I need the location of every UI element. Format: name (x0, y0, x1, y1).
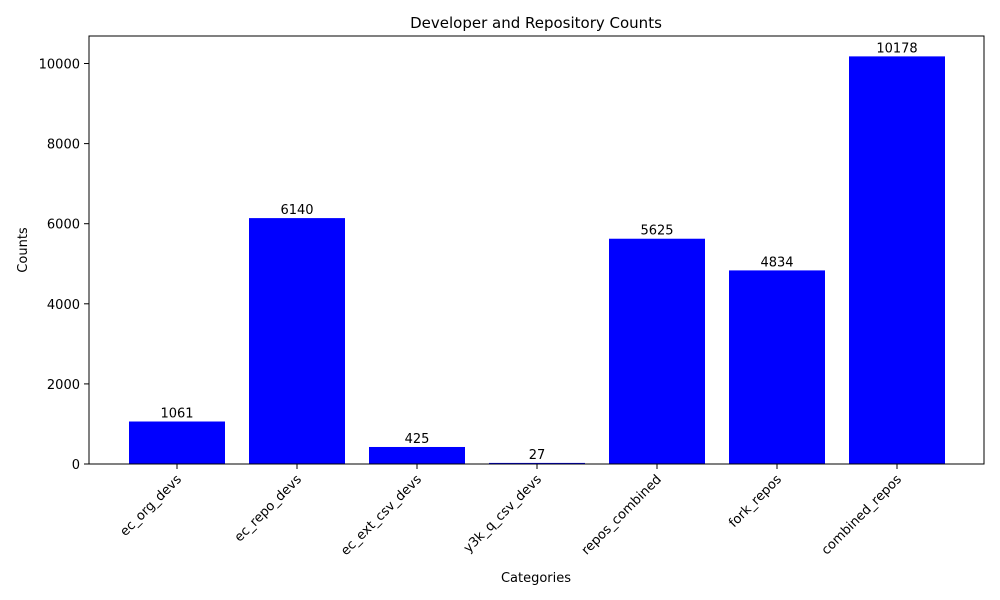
bar-value-label: 6140 (280, 203, 313, 218)
bar (489, 462, 585, 464)
chart-title: Developer and Repository Counts (410, 14, 662, 32)
x-tick-label: repos_combined (579, 472, 665, 558)
bar-value-label: 5625 (640, 224, 673, 239)
y-tick-label: 0 (72, 458, 80, 473)
y-tick-label: 4000 (47, 298, 80, 313)
bar (249, 218, 345, 464)
x-tick-label: y3k_q_csv_devs (461, 472, 545, 556)
bar-value-label: 425 (405, 432, 430, 447)
bar-value-label: 1061 (160, 407, 193, 422)
bar-value-label: 4834 (760, 255, 793, 270)
x-tick-label: ec_repo_devs (232, 472, 305, 545)
bar (729, 270, 825, 464)
x-tick-label: ec_ext_csv_devs (338, 472, 425, 559)
y-tick-label: 8000 (47, 138, 80, 153)
plot-area: 1061 6140 425 27 5625 4834 10178 0 2000 4000 6000 8… (39, 35, 985, 559)
bar (609, 238, 705, 464)
plot-frame (88, 35, 985, 465)
x-axis-label: Categories (501, 571, 571, 586)
x-tick-label: ec_org_devs (118, 472, 185, 539)
y-axis-label: Counts (16, 227, 31, 273)
bar-value-label: 27 (529, 448, 546, 463)
y-tick-label: 10000 (39, 58, 80, 73)
bar (849, 56, 945, 464)
x-tick-label: combined_repos (819, 472, 905, 558)
bar (369, 446, 465, 464)
y-tick-label: 2000 (47, 378, 80, 393)
x-tick-label: fork_repos (726, 472, 785, 531)
y-tick-label: 6000 (47, 218, 80, 233)
bar-value-label: 10178 (876, 41, 917, 56)
bar (129, 421, 225, 464)
